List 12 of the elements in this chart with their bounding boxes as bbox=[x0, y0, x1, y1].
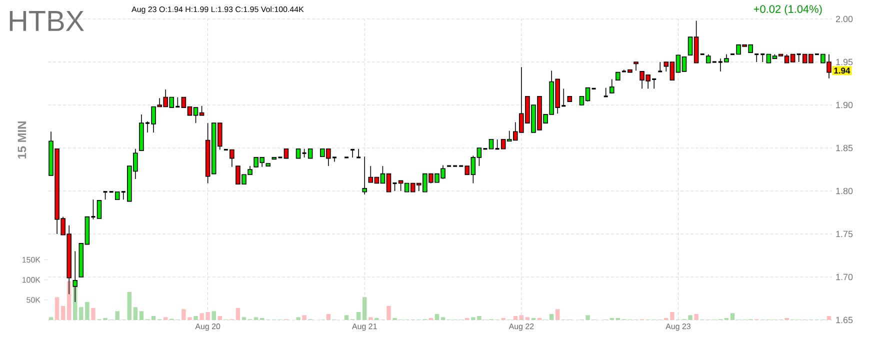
y-tick-label: 1.95 bbox=[836, 58, 853, 66]
text: 15 MIN bbox=[18, 122, 26, 159]
y-tick-label: 1.70 bbox=[836, 274, 853, 280]
y-tick-label: 2.00 bbox=[836, 16, 853, 22]
chart-title: HTBX bbox=[10, 11, 84, 31]
y-tick-label: 1.75 bbox=[836, 230, 853, 238]
annotation: 1.94 bbox=[834, 68, 850, 74]
y-tick-label: 1.65 bbox=[836, 316, 853, 324]
y-tick-label: 1.85 bbox=[836, 144, 853, 152]
y-tick-label: 1.80 bbox=[836, 188, 853, 194]
text: +0.02 (1.04%) bbox=[754, 4, 822, 16]
y-tick-label: 1.90 bbox=[836, 102, 853, 108]
